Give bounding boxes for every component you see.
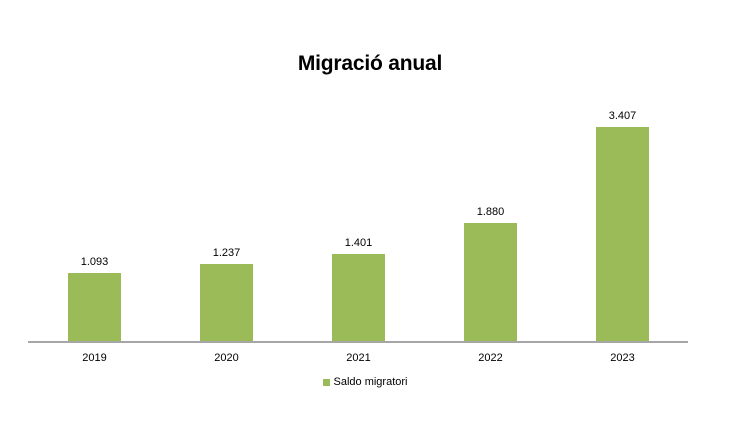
x-axis-line bbox=[28, 341, 688, 343]
bar-2020 bbox=[200, 263, 253, 342]
x-tick-label-2021: 2021 bbox=[346, 352, 371, 364]
data-label-2020: 1.237 bbox=[212, 246, 241, 259]
legend-swatch bbox=[322, 378, 330, 386]
plot-area bbox=[28, 100, 688, 342]
x-tick-label-2019: 2019 bbox=[82, 352, 107, 364]
data-label-2019: 1.093 bbox=[80, 256, 109, 269]
bar-2021 bbox=[332, 253, 385, 342]
x-tick-label-2022: 2022 bbox=[478, 352, 503, 364]
legend: Saldo migratori bbox=[0, 376, 740, 388]
chart-title: Migració anual bbox=[297, 52, 443, 75]
data-label-2022: 1.880 bbox=[476, 206, 505, 219]
bar-2022 bbox=[464, 223, 517, 342]
bar-2019 bbox=[68, 273, 121, 342]
x-tick-label-2023: 2023 bbox=[610, 352, 635, 364]
legend-label: Saldo migratori bbox=[333, 376, 408, 388]
x-tick-label-2020: 2020 bbox=[214, 352, 239, 364]
data-label-2021: 1.401 bbox=[344, 236, 373, 249]
bar-2023 bbox=[596, 127, 649, 342]
data-label-2023: 3.407 bbox=[608, 110, 637, 122]
